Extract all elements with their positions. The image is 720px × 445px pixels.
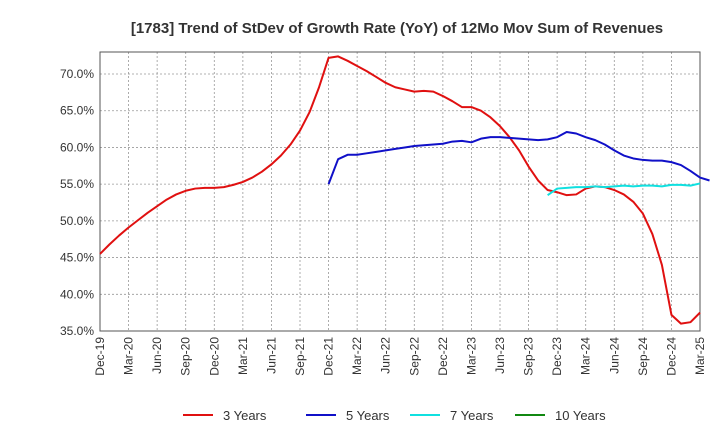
y-axis: 35.0% 40.0% 45.0% 50.0% 55.0% 60.0% 65.0% 70.0% xyxy=(60,67,94,338)
legend-label: 3 Years xyxy=(223,408,267,423)
x-tick-label: Dec-21 xyxy=(322,337,336,376)
y-tick-label: 70.0% xyxy=(60,67,94,81)
legend-label: 10 Years xyxy=(555,408,606,423)
series-line-3-years xyxy=(99,55,701,325)
y-tick-label: 55.0% xyxy=(60,177,94,191)
x-tick-label: Jun-22 xyxy=(379,337,393,374)
x-tick-label: Sep-20 xyxy=(179,337,193,376)
x-tick-label: Jun-24 xyxy=(607,337,621,374)
x-tick-label: Mar-25 xyxy=(693,337,707,375)
x-tick-label: Jun-20 xyxy=(150,337,164,374)
x-tick-label: Mar-22 xyxy=(350,337,364,375)
y-tick-label: 50.0% xyxy=(60,214,94,228)
plot-area xyxy=(99,51,701,332)
y-tick-label: 35.0% xyxy=(60,324,94,338)
x-tick-label: Dec-22 xyxy=(436,337,450,376)
x-tick-label: Mar-23 xyxy=(464,337,478,375)
chart-title: [1783] Trend of StDev of Growth Rate (Yo… xyxy=(131,20,663,37)
x-tick-label: Jun-21 xyxy=(264,337,278,374)
y-tick-label: 65.0% xyxy=(60,104,94,118)
y-tick-label: 60.0% xyxy=(60,140,94,154)
x-tick-label: Mar-20 xyxy=(122,337,136,375)
y-tick-label: 45.0% xyxy=(60,251,94,265)
series-line-5-years xyxy=(327,131,710,185)
x-tick-label: Mar-21 xyxy=(236,337,250,375)
x-tick-label: Sep-23 xyxy=(522,337,536,376)
x-tick-label: Dec-23 xyxy=(550,337,564,376)
grid-lines xyxy=(99,52,701,332)
legend-label: 5 Years xyxy=(346,408,390,423)
series-lines xyxy=(99,55,710,325)
x-tick-label: Sep-21 xyxy=(293,337,307,376)
x-tick-label: Dec-24 xyxy=(664,337,678,376)
x-tick-label: Sep-22 xyxy=(407,337,421,376)
x-tick-label: Dec-19 xyxy=(93,337,107,376)
legend: 3 Years 5 Years 7 Years 10 Years xyxy=(183,408,606,423)
legend-label: 7 Years xyxy=(450,408,494,423)
x-tick-label: Sep-24 xyxy=(636,337,650,376)
x-axis: Dec-19 Mar-20 Jun-20 Sep-20 Dec-20 Mar-21 Jun-… xyxy=(93,337,707,376)
y-tick-label: 40.0% xyxy=(60,287,94,301)
x-tick-label: Dec-20 xyxy=(207,337,221,376)
series-line-7-years xyxy=(547,182,701,196)
x-tick-label: Jun-23 xyxy=(493,337,507,374)
x-tick-label: Mar-24 xyxy=(579,337,593,375)
